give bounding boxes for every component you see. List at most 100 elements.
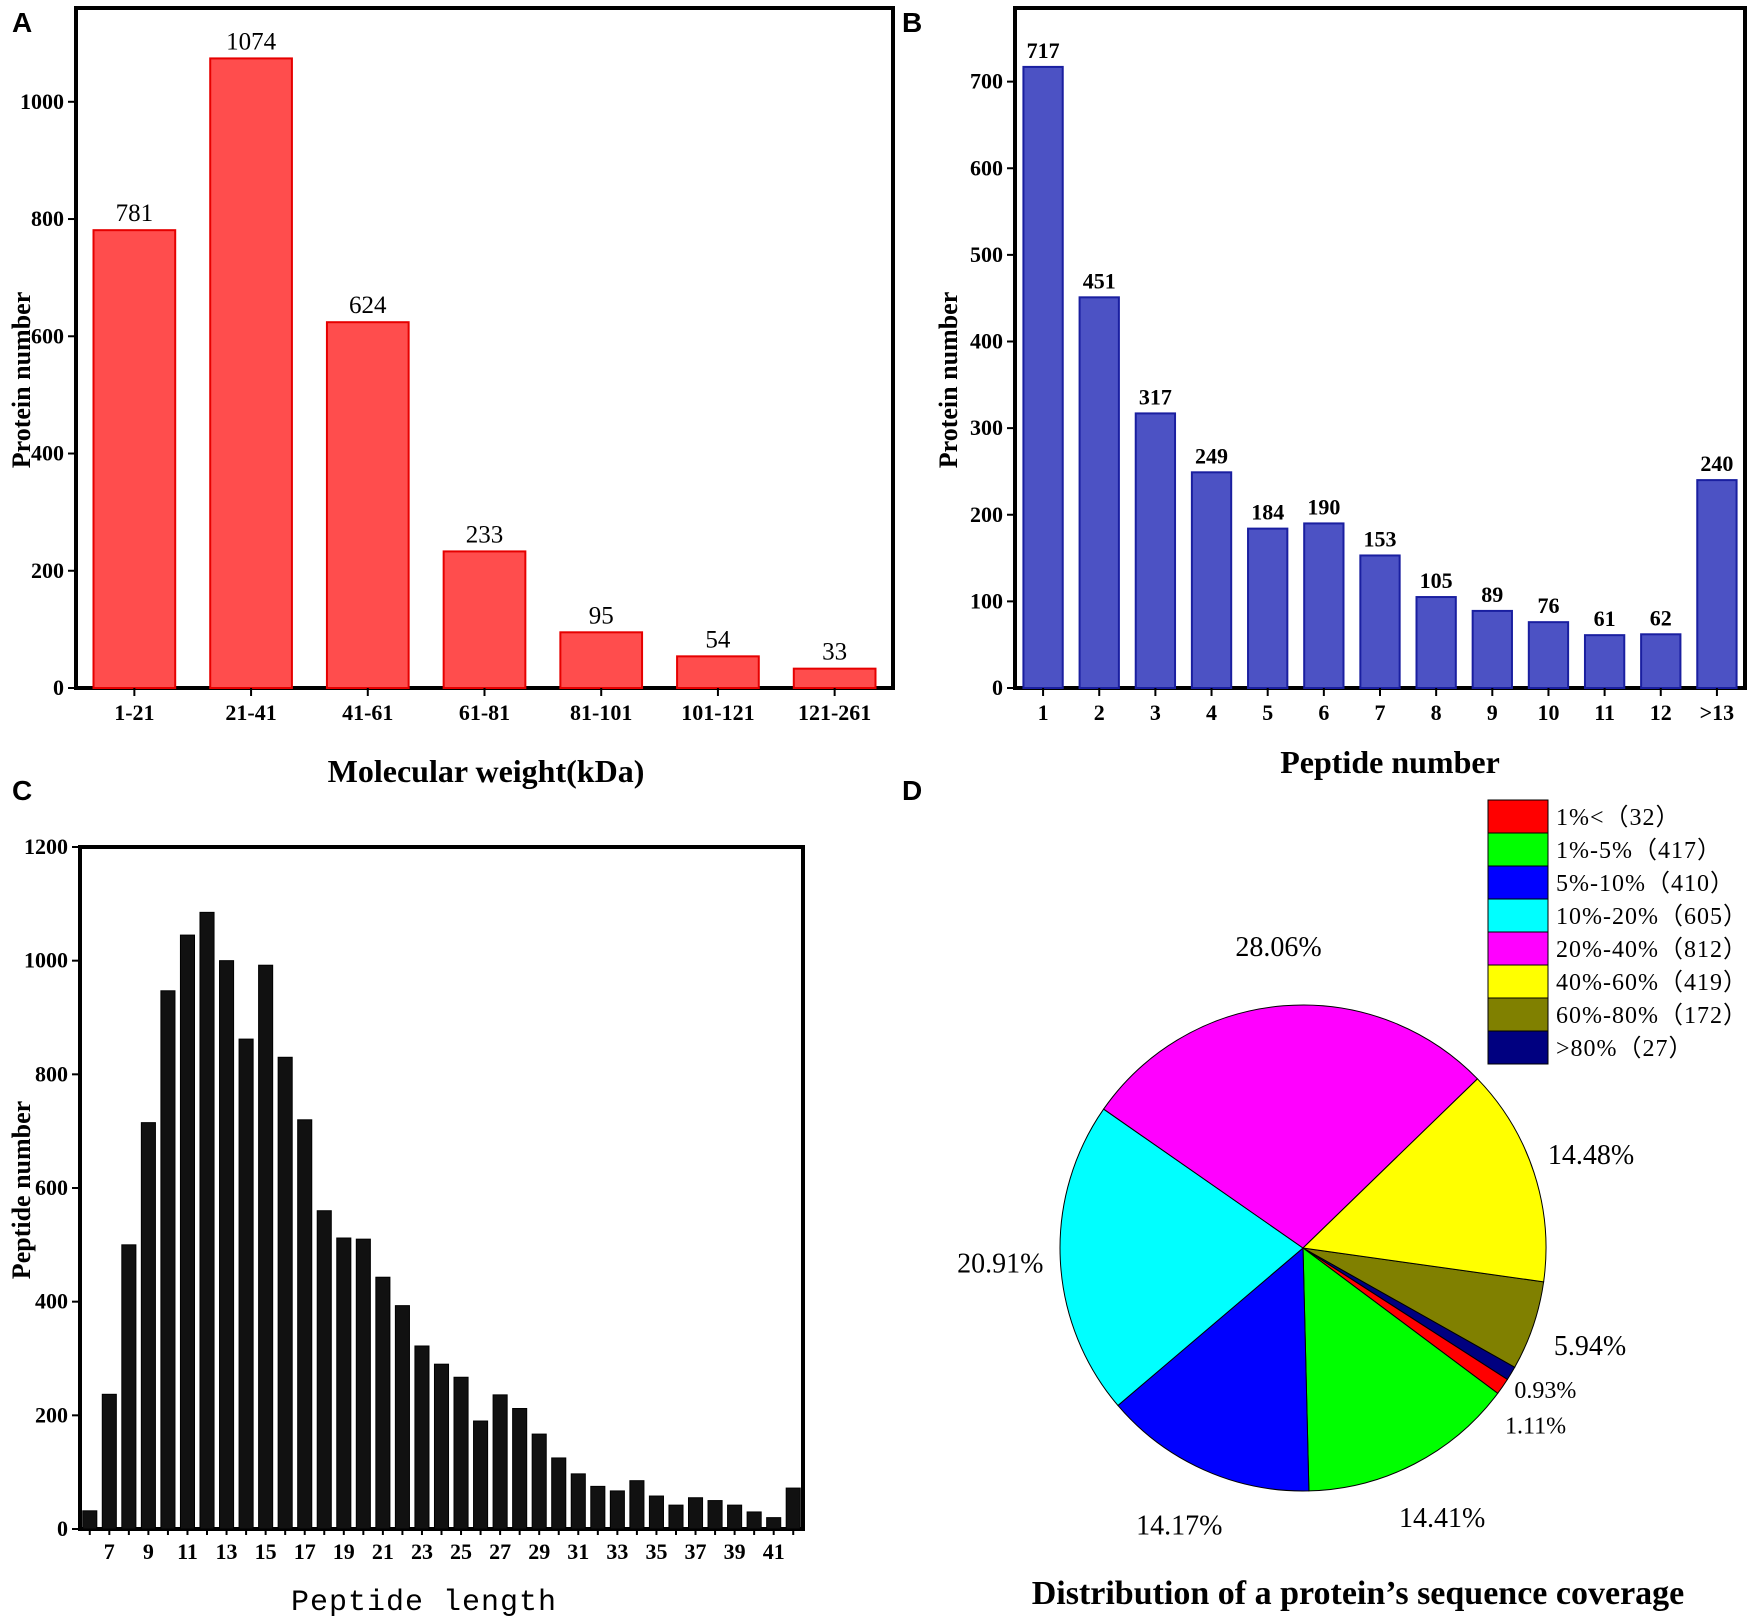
chartC-bar [394, 1305, 410, 1530]
chartB-ytick-label: 0 [992, 675, 1003, 700]
chartB-xtick-label: 1 [1038, 700, 1049, 725]
chartC-bar [82, 1510, 98, 1530]
chart-c-peptide-length: Peptide number Peptide length 0 200 400 600… [7, 834, 805, 1620]
chartB-ytick-label: 600 [970, 155, 1003, 180]
chart-b-peptide-number: Protein number Peptide number 0 100 200 300… [934, 6, 1747, 780]
chartC-xtick-label: 29 [528, 1539, 550, 1564]
chartA-xtick-label: 61-81 [459, 700, 510, 725]
chartB-bar [1190, 471, 1233, 689]
chartB-xtick-label: 5 [1262, 700, 1273, 725]
chartB-data-label: 76 [1537, 593, 1559, 618]
chartC-bar [668, 1504, 684, 1530]
chartB-bar [1527, 621, 1570, 689]
chartC-xtick-label: 39 [724, 1539, 746, 1564]
chartC-xtick-label: 41 [763, 1539, 785, 1564]
chartC-ytick-label: 1200 [24, 834, 68, 859]
chartA-xtick-label: 41-61 [342, 700, 393, 725]
chart-a-xlabel: Molecular weight(kDa) [328, 753, 645, 789]
legend-swatch [1487, 832, 1549, 867]
chartB-bar [1471, 609, 1513, 690]
chartA-data-label: 33 [822, 639, 847, 666]
chartC-bar [746, 1511, 762, 1530]
chartC-bar [179, 934, 196, 1530]
chartC-xtick-label: 19 [333, 1539, 355, 1564]
chartB-xtick-label: 10 [1537, 700, 1559, 725]
chartA-ytick-label: 0 [53, 675, 64, 700]
chartB-data-label: 249 [1195, 443, 1228, 468]
pie-pct-label: 14.48% [1548, 1140, 1634, 1171]
chartC-bar [766, 1517, 782, 1530]
chartB-ytick-label: 100 [970, 588, 1003, 613]
chart-a-ylabel: Protein number [7, 292, 36, 468]
legend-swatch [1487, 898, 1549, 933]
pie-pct-label: 14.41% [1399, 1503, 1485, 1534]
chartB-ytick-label: 400 [970, 329, 1003, 354]
chartB-ytick-label: 300 [970, 415, 1003, 440]
chartB-bar [1247, 527, 1289, 689]
chartC-bar [336, 1237, 352, 1530]
legend-swatch [1487, 799, 1549, 834]
panel-label-a: A [12, 7, 32, 38]
chartB-data-label: 717 [1027, 38, 1060, 63]
pie-pct-label: 0.93% [1514, 1378, 1576, 1404]
chartC-xtick-label: 25 [450, 1539, 472, 1564]
chartB-data-label: 89 [1481, 582, 1503, 607]
chartB-bar [1359, 554, 1401, 689]
chartC-bar [531, 1433, 547, 1530]
chartB-data-label: 184 [1251, 500, 1284, 525]
chartA-bar [442, 550, 527, 690]
chartA-bar [792, 667, 877, 689]
chartC-bar [414, 1345, 430, 1530]
chartB-data-label: 317 [1139, 384, 1172, 409]
chart-a-molecular-weight: Protein number Molecular weight(kDa) 0 20… [7, 6, 895, 789]
chartC-bar [453, 1376, 469, 1530]
chartA-xtick-label: 101-121 [681, 700, 754, 725]
chartC-xtick-label: 9 [143, 1539, 154, 1564]
pie-title: Distribution of a protein’s sequence cov… [1032, 1575, 1685, 1612]
chartC-bar [609, 1490, 625, 1530]
chartB-bar [1078, 296, 1120, 689]
chartB-data-label: 62 [1650, 605, 1672, 630]
chartC-xtick-label: 23 [411, 1539, 433, 1564]
chartC-bar [727, 1504, 743, 1530]
chartB-bar [1134, 412, 1177, 689]
chartC-bar [375, 1276, 391, 1530]
chartA-ytick-label: 400 [31, 441, 64, 466]
chartC-bar [590, 1485, 606, 1530]
legend-swatch [1487, 931, 1549, 966]
chartA-data-label: 233 [466, 521, 504, 548]
panel-label-c: C [12, 775, 32, 806]
legend-label: >80%（27） [1556, 1036, 1694, 1062]
chart-b-ylabel: Protein number [934, 292, 963, 468]
pie-slice [1117, 1246, 1310, 1492]
chartC-bar [219, 960, 235, 1530]
chartB-data-label: 240 [1700, 451, 1733, 476]
chartB-xtick-label: 6 [1318, 700, 1329, 725]
chartC-bar [570, 1473, 586, 1530]
chartC-xtick-label: 27 [489, 1539, 511, 1564]
chart-d-sequence-coverage: Distribution of a protein’s sequence cov… [957, 799, 1747, 1612]
chartC-bar [492, 1394, 508, 1530]
chartB-bar [1640, 633, 1682, 689]
chartC-bar [785, 1487, 801, 1530]
panel-label-d: D [902, 775, 922, 806]
chartA-xtick-label: 1-21 [114, 700, 154, 725]
legend-label: 1%-5%（417） [1556, 838, 1722, 864]
chartC-xtick-label: 21 [372, 1539, 394, 1564]
chart-c-xlabel: Peptide length [291, 1586, 557, 1620]
chartC-bar [140, 1122, 156, 1530]
chartC-bar [258, 964, 274, 1530]
chartC-bar [160, 990, 176, 1530]
chartA-data-label: 54 [705, 626, 731, 653]
chartC-bar [551, 1457, 567, 1530]
chartB-xtick-label: 11 [1594, 700, 1615, 725]
chartC-xtick-label: 15 [255, 1539, 277, 1564]
chartC-bar [101, 1393, 117, 1530]
pie-pct-label: 5.94% [1554, 1331, 1626, 1362]
chartC-bar [355, 1238, 371, 1530]
chart-c-ylabel: Peptide number [7, 1101, 36, 1279]
chartC-ytick-label: 600 [35, 1175, 68, 1200]
pie-slice [1302, 1246, 1499, 1492]
legend-label: 1%<（32） [1556, 805, 1681, 831]
chartB-data-label: 61 [1594, 606, 1616, 631]
